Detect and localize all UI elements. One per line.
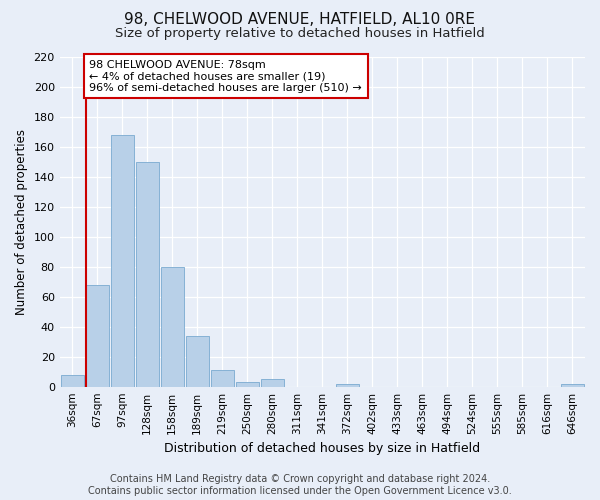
Bar (336, 384, 359, 386)
Bar (161, 266, 184, 386)
Bar (211, 370, 234, 386)
X-axis label: Distribution of detached houses by size in Hatfield: Distribution of detached houses by size … (164, 442, 481, 455)
Bar (186, 336, 209, 386)
Text: Contains HM Land Registry data © Crown copyright and database right 2024.
Contai: Contains HM Land Registry data © Crown c… (88, 474, 512, 496)
Bar (61, 374, 83, 386)
Y-axis label: Number of detached properties: Number of detached properties (15, 128, 28, 314)
Text: 98, CHELWOOD AVENUE, HATFIELD, AL10 0RE: 98, CHELWOOD AVENUE, HATFIELD, AL10 0RE (125, 12, 476, 28)
Bar (86, 284, 109, 386)
Text: 98 CHELWOOD AVENUE: 78sqm
← 4% of detached houses are smaller (19)
96% of semi-d: 98 CHELWOOD AVENUE: 78sqm ← 4% of detach… (89, 60, 362, 92)
Bar (561, 384, 584, 386)
Bar (110, 134, 134, 386)
Bar (236, 382, 259, 386)
Bar (136, 162, 159, 386)
Bar (261, 379, 284, 386)
Text: Size of property relative to detached houses in Hatfield: Size of property relative to detached ho… (115, 28, 485, 40)
